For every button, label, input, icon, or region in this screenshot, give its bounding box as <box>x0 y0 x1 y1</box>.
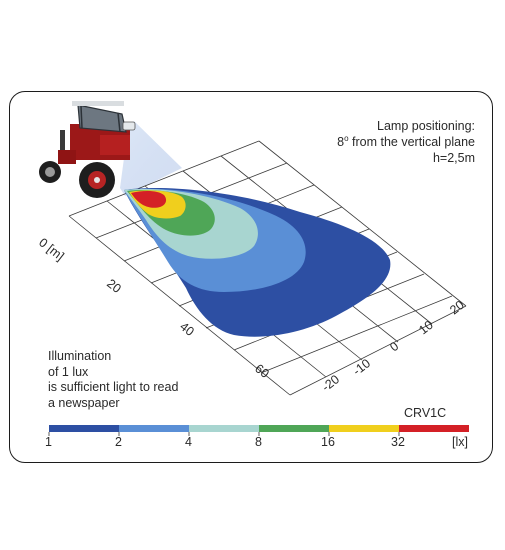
illuminance-zones <box>124 188 391 337</box>
illumination-note: Illumination of 1 lux is sufficient ligh… <box>48 349 178 411</box>
scale-label-1: 1 <box>45 435 52 449</box>
color-scale-bar: 1 2 4 8 16 32 [lx] <box>45 425 469 449</box>
scale-unit-label: [lx] <box>452 435 468 449</box>
scale-label-32: 32 <box>391 435 405 449</box>
note-line-3: is sufficient light to read <box>48 380 179 394</box>
model-code: CRV1C <box>404 406 447 420</box>
light-beam <box>120 121 182 196</box>
x-axis-origin-label: 0 [m] <box>36 235 67 263</box>
x-axis-tick-40: 40 <box>177 319 197 339</box>
scale-band-32-plus <box>399 425 469 432</box>
scale-label-2: 2 <box>115 435 122 449</box>
scale-label-8: 8 <box>255 435 262 449</box>
x-axis-tick-60: 60 <box>252 361 272 381</box>
x-axis-tick-20: 20 <box>104 276 124 296</box>
lamp-height: h=2,5m <box>432 151 475 165</box>
scale-band-8-16 <box>259 425 329 432</box>
lamp-angle-value: 8 <box>337 135 345 149</box>
scale-label-4: 4 <box>185 435 192 449</box>
scale-band-1-2 <box>49 425 119 432</box>
y-axis-tick-minus-20: -20 <box>319 372 342 394</box>
zone-32-plus-lux <box>131 190 167 208</box>
scale-label-16: 16 <box>321 435 335 449</box>
y-axis-tick-20: 20 <box>447 298 467 318</box>
scale-band-2-4 <box>119 425 189 432</box>
y-axis-tick-minus-10: -10 <box>350 356 373 378</box>
note-line-1: Illumination <box>48 349 112 363</box>
lamp-angle-text: from the vertical plane <box>348 135 475 149</box>
lamp-positioning-info: Lamp positioning: 8o from the vertical p… <box>337 118 475 166</box>
y-axis-tick-10: 10 <box>416 318 436 338</box>
tractor-illustration <box>39 101 136 198</box>
note-line-4: a newspaper <box>48 395 120 410</box>
lamp-positioning-title: Lamp positioning: <box>377 119 475 133</box>
scale-band-16-32 <box>329 425 399 432</box>
note-line-2: of 1 lux <box>48 364 89 379</box>
lamp-angle-unit: o <box>344 133 349 143</box>
y-axis-tick-0: 0 <box>387 339 401 354</box>
lamp-angle: 8o from the vertical plane <box>337 134 475 150</box>
scale-band-4-8 <box>189 425 259 432</box>
